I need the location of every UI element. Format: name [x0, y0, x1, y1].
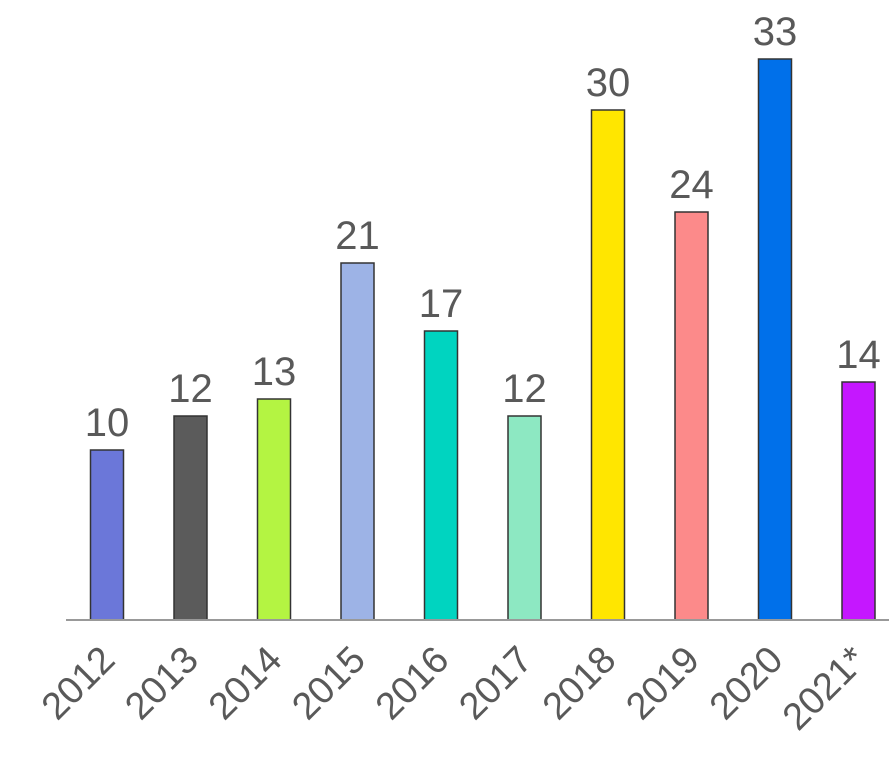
data-label: 10	[85, 401, 130, 445]
data-label: 14	[836, 333, 881, 377]
bar-2020	[757, 58, 793, 621]
x-tick-label: 2019	[618, 639, 707, 728]
bar-group	[89, 58, 876, 621]
bar-2016	[423, 330, 459, 621]
bar-2015	[340, 262, 375, 621]
x-tick-label: 2018	[535, 639, 624, 728]
x-tick-label-group: 2012201320142015201620172018201920202021…	[34, 639, 875, 739]
data-label: 24	[669, 163, 714, 207]
bar-2012	[89, 449, 125, 621]
bar-2018	[590, 109, 626, 621]
data-label: 21	[335, 214, 380, 258]
bar-2017	[507, 415, 542, 621]
x-tick-label: 2015	[284, 639, 373, 728]
x-tick-label: 2020	[702, 639, 791, 728]
x-tick-label: 2017	[451, 639, 540, 728]
bar-2013	[173, 415, 208, 621]
x-tick-label: 2012	[34, 639, 123, 728]
data-label: 17	[419, 282, 464, 326]
x-tick-label: 2013	[117, 639, 206, 728]
data-label: 33	[753, 10, 798, 54]
data-label: 12	[502, 367, 547, 411]
data-label: 12	[168, 367, 213, 411]
bar-2019	[674, 211, 709, 621]
x-tick-label: 2014	[201, 639, 290, 728]
data-label: 30	[586, 61, 631, 105]
x-tick-label: 2021*	[775, 639, 875, 739]
bar-2021	[841, 381, 876, 621]
data-label: 13	[252, 350, 297, 394]
bar-2014	[256, 398, 292, 621]
x-tick-label: 2016	[368, 639, 457, 728]
value-label-group: 10 12 13 21 17 12 30 24 33 14	[85, 10, 881, 445]
